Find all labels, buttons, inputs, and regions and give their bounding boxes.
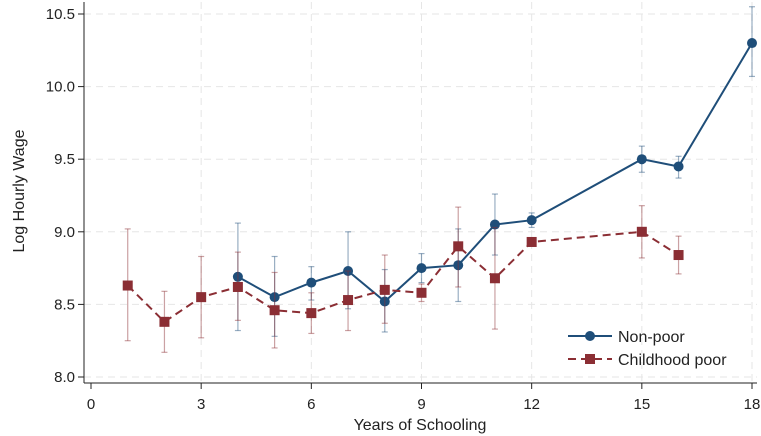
data-point (379, 284, 390, 295)
data-point (416, 263, 427, 274)
data-point (159, 316, 170, 327)
y-axis-title: Log Hourly Wage (11, 129, 28, 252)
y-tick-label: 9.5 (54, 151, 75, 168)
data-point (196, 292, 207, 303)
series-line (237, 42, 753, 303)
x-tick-label: 9 (417, 396, 425, 413)
series-line (127, 230, 680, 324)
data-point (489, 219, 500, 230)
data-point (526, 215, 537, 226)
y-tick-label: 10.5 (46, 6, 75, 23)
legend-label: Non-poor (618, 329, 685, 346)
data-point (232, 271, 243, 282)
legend: Non-poor Childhood poor (568, 329, 727, 369)
data-point (343, 266, 354, 277)
data-point (122, 280, 133, 291)
y-tick-label: 9.0 (54, 224, 75, 241)
x-ticks: 0 3 6 9 12 15 18 (87, 383, 761, 413)
legend-label: Childhood poor (618, 352, 727, 369)
data-point (747, 38, 757, 49)
grid (84, 2, 757, 383)
series (122, 6, 757, 353)
x-tick-label: 3 (197, 396, 205, 413)
x-tick-label: 15 (633, 396, 650, 413)
data-point (416, 287, 427, 298)
x-tick-label: 12 (523, 396, 540, 413)
x-tick-label: 6 (307, 396, 315, 413)
data-point (379, 296, 390, 307)
series-childhood-poor (122, 205, 684, 353)
x-tick-label: 0 (87, 396, 95, 413)
data-point (232, 281, 243, 292)
series-non-poor (232, 6, 757, 337)
data-point (306, 308, 317, 319)
data-point (269, 292, 280, 303)
data-point (343, 295, 354, 306)
y-ticks: 8.0 8.5 9.0 9.5 10.0 10.5 (46, 6, 84, 386)
data-point (673, 161, 684, 172)
x-axis-title: Years of Schooling (354, 417, 487, 434)
data-point (489, 273, 500, 284)
data-point (636, 226, 647, 237)
y-tick-label: 8.0 (54, 369, 75, 386)
y-tick-label: 10.0 (46, 79, 75, 96)
legend-marker (585, 331, 595, 341)
data-point (453, 241, 464, 252)
data-point (526, 236, 537, 247)
y-tick-label: 8.5 (54, 296, 75, 313)
data-point (306, 277, 317, 288)
axes (83, 2, 757, 384)
legend-marker (585, 354, 595, 364)
x-tick-label: 18 (744, 396, 761, 413)
data-point (269, 305, 280, 316)
data-point (636, 154, 647, 165)
data-point (673, 250, 684, 261)
data-point (453, 260, 464, 271)
